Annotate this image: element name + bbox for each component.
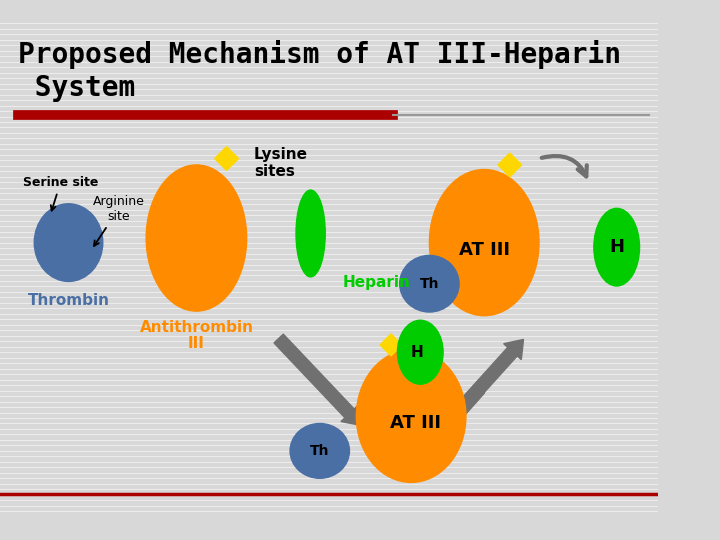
Ellipse shape: [146, 165, 247, 311]
Ellipse shape: [356, 350, 466, 482]
Ellipse shape: [397, 320, 443, 384]
Text: AT III: AT III: [390, 415, 441, 433]
Text: H: H: [609, 238, 624, 256]
Text: Lysine
sites: Lysine sites: [254, 147, 308, 179]
Polygon shape: [215, 147, 238, 171]
Text: Th: Th: [310, 444, 330, 458]
Text: Thrombin: Thrombin: [27, 293, 109, 308]
Polygon shape: [380, 334, 402, 356]
FancyArrow shape: [459, 340, 523, 409]
FancyArrowPatch shape: [541, 156, 587, 177]
Ellipse shape: [296, 190, 325, 277]
Text: AT III: AT III: [459, 241, 510, 259]
Ellipse shape: [429, 170, 539, 316]
Text: Th: Th: [420, 276, 439, 291]
Ellipse shape: [400, 255, 459, 312]
Ellipse shape: [594, 208, 639, 286]
Text: Serine site: Serine site: [23, 176, 98, 211]
Ellipse shape: [35, 204, 103, 281]
Text: H: H: [410, 345, 423, 360]
Text: Heparin: Heparin: [343, 274, 410, 289]
FancyArrow shape: [423, 384, 485, 453]
FancyArrow shape: [274, 334, 361, 426]
Text: Proposed Mechanism of AT III-Heparin: Proposed Mechanism of AT III-Heparin: [18, 40, 621, 69]
Ellipse shape: [290, 423, 349, 478]
Text: Antithrombin
III: Antithrombin III: [140, 320, 253, 352]
Text: Arginine
site: Arginine site: [93, 195, 145, 246]
Polygon shape: [498, 153, 522, 177]
Text: System: System: [18, 73, 135, 102]
